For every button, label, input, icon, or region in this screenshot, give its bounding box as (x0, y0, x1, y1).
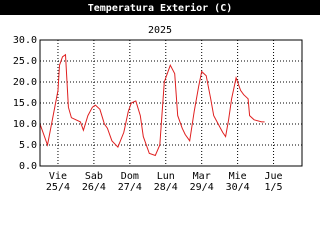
y-tick-label: 5.0 (19, 140, 37, 151)
x-tick-label: Vie (49, 171, 67, 182)
y-tick-label: 25.0 (13, 56, 37, 67)
x-tick-label: Mie (229, 171, 247, 182)
plot-frame (39, 39, 303, 167)
y-tick-label: 30.0 (13, 35, 37, 46)
chart: Temperatura Exterior (C) 2025 0.0 5.0 10.0… (0, 0, 320, 193)
x-tick-sublabel: 1/5 (265, 182, 283, 193)
x-tick-sublabel: 29/4 (190, 182, 214, 193)
y-tick-label: 15.0 (13, 98, 37, 109)
x-tick-label: Mar (193, 171, 211, 182)
x-tick-sublabel: 30/4 (226, 182, 250, 193)
x-tick-sublabel: 28/4 (154, 182, 178, 193)
chart-subtitle: 2025 (148, 25, 172, 36)
x-tick-sublabel: 27/4 (118, 182, 142, 193)
chart-title: Temperatura Exterior (C) (88, 2, 233, 14)
data-line (39, 53, 265, 157)
x-tick-label: Sab (85, 171, 103, 182)
y-tick-label: 10.0 (13, 119, 37, 130)
x-tick-label: Jue (265, 171, 283, 182)
x-tick-sublabel: 26/4 (82, 182, 106, 193)
y-tick-label: 0.0 (19, 161, 37, 172)
x-tick-label: Lun (157, 171, 175, 182)
y-tick-label: 20.0 (13, 77, 37, 88)
title-bar (0, 0, 320, 15)
x-tick-sublabel: 25/4 (46, 182, 70, 193)
x-tick-label: Dom (121, 171, 139, 182)
